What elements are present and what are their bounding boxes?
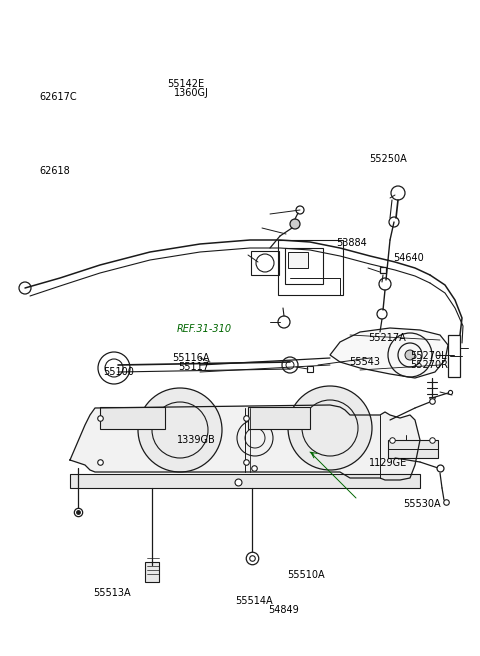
Circle shape	[278, 316, 290, 328]
Circle shape	[290, 219, 300, 229]
Text: 55116A: 55116A	[172, 353, 209, 363]
Polygon shape	[330, 328, 448, 378]
Text: 55217A: 55217A	[369, 333, 407, 343]
Text: 54849: 54849	[268, 605, 299, 615]
Bar	[248, 407, 310, 429]
Bar	[278, 240, 343, 295]
Text: 62618: 62618	[39, 166, 70, 176]
Bar	[285, 248, 323, 284]
Text: 55270L: 55270L	[410, 350, 447, 361]
Text: 62617C: 62617C	[39, 92, 77, 102]
Circle shape	[405, 350, 415, 360]
Text: 1339GB: 1339GB	[177, 434, 216, 445]
Bar	[448, 335, 460, 377]
Bar	[251, 251, 279, 275]
Text: 55117: 55117	[179, 361, 210, 372]
Text: 55510A: 55510A	[287, 569, 324, 580]
Text: 55270R: 55270R	[410, 359, 448, 370]
Text: 1360GJ: 1360GJ	[174, 88, 209, 98]
Bar	[288, 252, 308, 268]
Text: 55142E: 55142E	[167, 79, 204, 89]
Bar	[100, 407, 165, 429]
Text: 1129GE: 1129GE	[369, 458, 407, 468]
Text: 55100: 55100	[103, 367, 134, 377]
Polygon shape	[70, 405, 420, 480]
Text: REF.31-310: REF.31-310	[177, 324, 232, 335]
Text: 55513A: 55513A	[94, 588, 131, 598]
Text: 55250A: 55250A	[370, 154, 408, 164]
Text: 55543: 55543	[349, 357, 381, 367]
Circle shape	[288, 386, 372, 470]
Text: 55530A: 55530A	[403, 499, 441, 509]
Circle shape	[138, 388, 222, 472]
Text: 53884: 53884	[336, 237, 367, 248]
Bar	[145, 562, 159, 582]
Bar	[388, 440, 438, 458]
Bar	[70, 474, 420, 488]
Text: 55514A: 55514A	[235, 596, 273, 606]
Text: 54640: 54640	[394, 253, 424, 264]
